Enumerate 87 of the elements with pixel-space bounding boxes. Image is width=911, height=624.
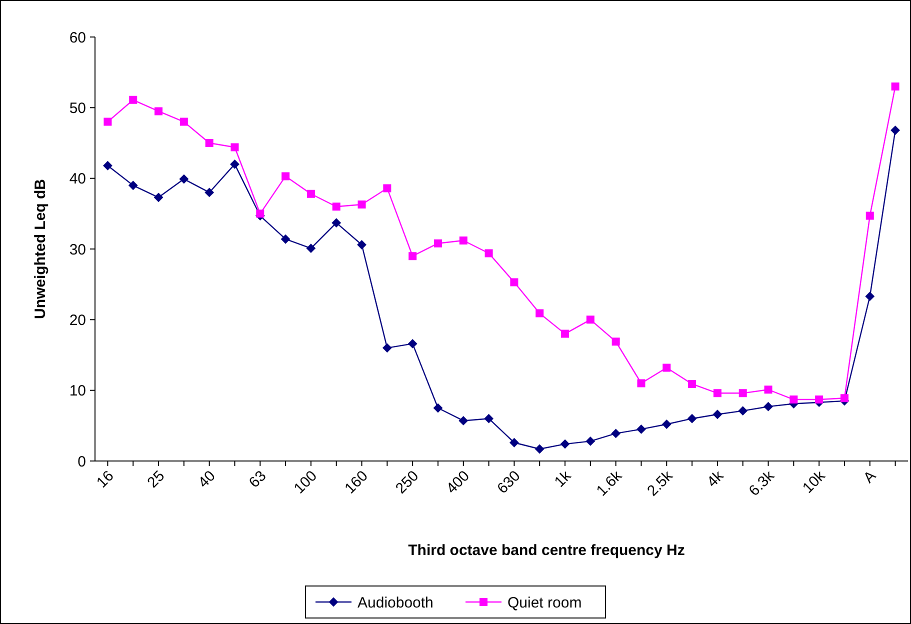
point xyxy=(866,212,874,220)
y-tick-label: 0 xyxy=(78,453,86,470)
x-tick-label: 16 xyxy=(93,468,118,492)
point xyxy=(840,394,848,402)
legend-label: Quiet room xyxy=(508,594,582,612)
point xyxy=(713,389,722,398)
point xyxy=(357,240,366,250)
point xyxy=(637,379,646,388)
point xyxy=(459,236,468,245)
point xyxy=(611,428,620,438)
x-tick-label: 1k xyxy=(551,467,575,491)
point xyxy=(282,172,290,180)
point xyxy=(128,180,138,190)
x-tick-label: 400 xyxy=(443,468,473,498)
x-tick-label: 6.3k xyxy=(746,467,778,500)
point xyxy=(510,438,519,448)
point xyxy=(332,202,340,211)
x-tick-label: 25 xyxy=(144,468,168,492)
point xyxy=(256,210,264,218)
x-tick-label: A xyxy=(860,468,880,487)
point xyxy=(332,218,341,228)
point xyxy=(586,436,595,446)
x-tick-label: 63 xyxy=(246,468,270,492)
point xyxy=(891,82,900,90)
point xyxy=(890,126,900,135)
point xyxy=(408,339,418,348)
point xyxy=(764,402,773,412)
point xyxy=(230,143,239,152)
point xyxy=(154,107,163,116)
point xyxy=(306,244,316,253)
point xyxy=(230,160,240,169)
y-tick-label: 10 xyxy=(69,382,86,400)
point xyxy=(204,188,214,197)
x-tick-label: 4k xyxy=(704,467,728,491)
point xyxy=(865,292,874,301)
point xyxy=(205,139,214,147)
point xyxy=(815,396,824,404)
x-axis-title: Third octave band centre frequency Hz xyxy=(408,542,685,559)
point xyxy=(179,174,188,184)
point xyxy=(358,200,366,208)
point xyxy=(738,406,748,416)
point xyxy=(383,184,392,192)
point xyxy=(764,386,772,394)
x-tick-label: 2.5k xyxy=(644,467,677,500)
x-tick-label: 160 xyxy=(342,468,372,498)
point xyxy=(154,192,164,202)
y-tick-label: 20 xyxy=(69,312,86,329)
point xyxy=(662,420,672,429)
point xyxy=(636,424,646,434)
point xyxy=(433,404,442,412)
x-tick-label: 100 xyxy=(290,468,320,498)
point xyxy=(484,249,493,258)
point xyxy=(103,161,112,170)
point xyxy=(104,118,112,126)
x-tick-label: 630 xyxy=(494,468,524,498)
point xyxy=(586,316,594,324)
point xyxy=(382,343,392,352)
y-tick-label: 30 xyxy=(69,241,86,258)
point xyxy=(790,396,798,404)
point xyxy=(560,440,570,449)
point xyxy=(738,389,747,398)
point xyxy=(688,380,696,388)
y-tick-label: 50 xyxy=(69,100,86,117)
x-tick-label: 250 xyxy=(392,468,422,498)
point xyxy=(561,330,570,338)
point xyxy=(306,190,315,198)
y-axis-title: Unweighted Leq dB xyxy=(32,178,49,319)
x-tick-label: 40 xyxy=(195,468,219,492)
point xyxy=(612,338,620,346)
point xyxy=(180,118,188,126)
point xyxy=(484,414,494,424)
point xyxy=(712,410,722,419)
y-tick-label: 60 xyxy=(69,29,86,46)
legend-label: Audiobooth xyxy=(358,594,434,612)
point xyxy=(129,96,138,104)
x-tick-label: 10k xyxy=(799,467,829,497)
point xyxy=(688,414,697,424)
point xyxy=(281,234,290,244)
point xyxy=(510,278,518,286)
point xyxy=(408,252,417,260)
point xyxy=(535,444,544,454)
point xyxy=(662,364,671,372)
x-tick-label: 1.6k xyxy=(593,467,626,500)
point xyxy=(458,416,468,426)
point xyxy=(536,309,544,318)
point xyxy=(434,239,442,248)
y-tick-label: 40 xyxy=(69,170,86,188)
